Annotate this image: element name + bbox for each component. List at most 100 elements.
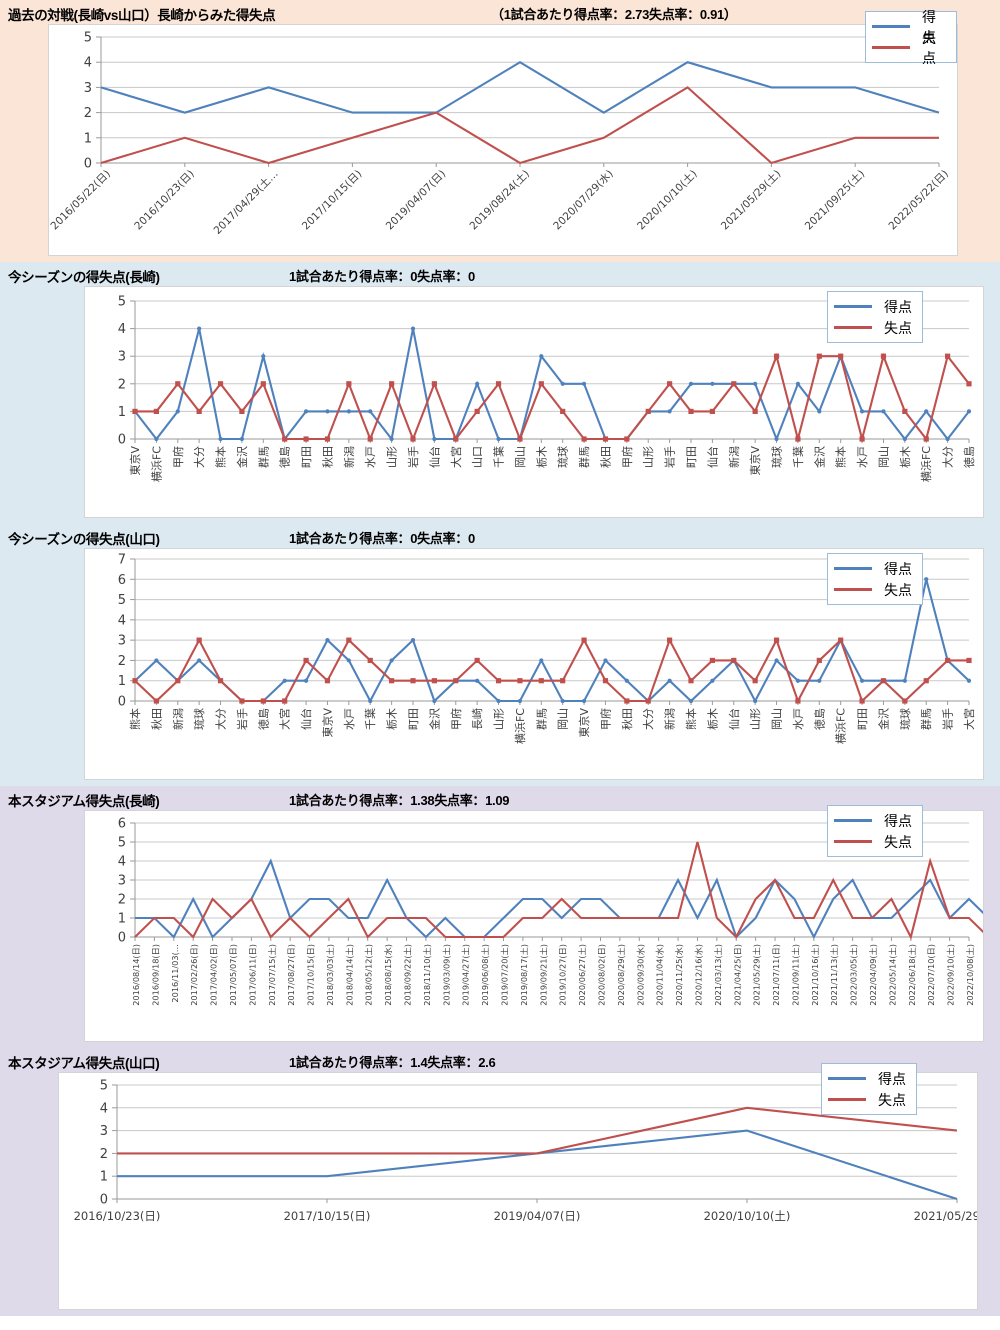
svg-text:横浜FC: 横浜FC <box>149 446 163 482</box>
svg-text:山形: 山形 <box>493 708 506 730</box>
legend-line-icon-shitten <box>834 840 872 843</box>
svg-text:2021/05/29(土): 2021/05/29(土) <box>718 167 783 232</box>
svg-text:千葉: 千葉 <box>791 446 805 468</box>
svg-text:2021/07/11(日): 2021/07/11(日) <box>771 944 781 1006</box>
svg-text:2018/08/15(水): 2018/08/15(水) <box>383 944 393 1006</box>
svg-text:2020/06/27(土): 2020/06/27(土) <box>577 944 587 1006</box>
svg-text:4: 4 <box>118 322 126 337</box>
svg-text:群馬: 群馬 <box>577 446 591 468</box>
svg-text:2022/09/10(土): 2022/09/10(土) <box>946 944 956 1006</box>
svg-text:2018/09/22(土): 2018/09/22(土) <box>403 944 413 1006</box>
svg-text:4: 4 <box>118 613 126 628</box>
panel-rate-summary: 1試合あたり得点率：1.38失点率：1.09 <box>289 793 510 808</box>
svg-text:3: 3 <box>100 1124 108 1139</box>
svg-text:岡山: 岡山 <box>557 708 570 730</box>
svg-text:2021/09/11(土): 2021/09/11(土) <box>790 944 800 1006</box>
svg-text:山形: 山形 <box>749 708 762 730</box>
svg-text:2016/10/23(日): 2016/10/23(日) <box>132 168 197 233</box>
svg-text:町田: 町田 <box>856 708 869 730</box>
svg-text:2020/12/16(水): 2020/12/16(水) <box>693 944 703 1006</box>
panel-stadium-nagasaki: 本スタジアム得失点(長崎) 1試合あたり得点率：1.38失点率：1.09 0 1 2… <box>0 786 1000 1048</box>
legend-label-shitten: 失点 <box>884 582 912 599</box>
svg-text:2019/09/21(土): 2019/09/21(土) <box>538 944 548 1006</box>
svg-text:仙台: 仙台 <box>705 446 719 468</box>
svg-text:2022/03/05(土): 2022/03/05(土) <box>849 944 859 1006</box>
svg-text:水戸: 水戸 <box>364 446 377 468</box>
panel-rate-summary: 1試合あたり得点率：0失点率：0 <box>289 269 475 284</box>
svg-text:岩手: 岩手 <box>406 446 420 468</box>
svg-text:琉球: 琉球 <box>770 446 784 468</box>
svg-text:2017/10/15(日): 2017/10/15(日) <box>306 944 316 1006</box>
panel-rate-summary: 1試合あたり得点率：0失点率：0 <box>289 531 475 546</box>
svg-text:2: 2 <box>118 893 126 908</box>
panel-title: 過去の対戦(長崎vs山口）長崎からみた得失点 <box>8 8 276 23</box>
svg-text:秋田: 秋田 <box>620 708 634 730</box>
svg-text:千葉: 千葉 <box>492 446 506 468</box>
svg-text:2017/04/02(日): 2017/04/02(日) <box>209 944 219 1006</box>
svg-text:水戸: 水戸 <box>856 446 869 468</box>
svg-text:2016/11/03(…: 2016/11/03(… <box>170 944 180 1003</box>
svg-text:2021/05/29(土): 2021/05/29(土) <box>914 1209 977 1223</box>
svg-text:2019/03/09(土): 2019/03/09(土) <box>441 944 451 1006</box>
svg-text:2020/09/30(水): 2020/09/30(水) <box>635 944 645 1006</box>
svg-text:5: 5 <box>118 593 126 608</box>
svg-text:大宮: 大宮 <box>962 708 976 730</box>
legend-item-tokuten: 得点 <box>828 1068 906 1089</box>
svg-text:1: 1 <box>118 912 126 927</box>
svg-text:2022/07/10(日): 2022/07/10(日) <box>926 944 936 1006</box>
svg-text:2019/04/27(土): 2019/04/27(土) <box>461 944 471 1006</box>
chart-legend-5: 得点 失点 <box>821 1063 917 1115</box>
svg-text:熊本: 熊本 <box>214 446 228 468</box>
panel-rate-summary: （1試合あたり得点率：2.73失点率：0.91） <box>491 7 737 22</box>
panel-title: 本スタジアム得失点(山口) <box>8 1056 160 1071</box>
svg-text:2022/05/14(土): 2022/05/14(土) <box>887 944 897 1006</box>
svg-text:2016/08/14(日): 2016/08/14(日) <box>131 944 141 1006</box>
svg-text:0: 0 <box>118 695 126 710</box>
svg-text:2017/06/11(日): 2017/06/11(日) <box>247 944 257 1006</box>
svg-text:1: 1 <box>100 1170 108 1185</box>
svg-text:町田: 町田 <box>300 446 313 468</box>
svg-text:横浜FC: 横浜FC <box>919 446 933 482</box>
svg-text:0: 0 <box>118 931 126 946</box>
svg-text:金沢: 金沢 <box>812 446 826 468</box>
svg-text:山口: 山口 <box>471 446 484 468</box>
svg-text:5: 5 <box>100 1079 108 1094</box>
svg-text:3: 3 <box>84 81 92 96</box>
svg-text:6: 6 <box>118 573 126 588</box>
svg-text:徳島: 徳島 <box>256 708 270 730</box>
panel-header: 過去の対戦(長崎vs山口）長崎からみた得失点 （1試合あたり得点率：2.73失点… <box>6 4 994 24</box>
svg-text:3: 3 <box>118 874 126 889</box>
svg-text:岩手: 岩手 <box>663 446 677 468</box>
svg-text:2016/10/23(日): 2016/10/23(日) <box>74 1209 161 1223</box>
svg-text:4: 4 <box>118 855 126 870</box>
legend-line-icon-shitten <box>834 588 872 591</box>
svg-text:岩手: 岩手 <box>941 708 955 730</box>
svg-text:2022/10/08(土): 2022/10/08(土) <box>965 944 975 1006</box>
svg-text:0: 0 <box>100 1193 108 1208</box>
svg-text:岡山: 岡山 <box>771 708 784 730</box>
svg-text:群馬: 群馬 <box>534 708 548 730</box>
svg-text:町田: 町田 <box>685 446 698 468</box>
panel-title: 今シーズンの得失点(長崎) <box>8 270 160 285</box>
legend-line-icon-tokuten <box>834 567 872 570</box>
svg-text:2017/10/15(日): 2017/10/15(日) <box>284 1209 371 1223</box>
svg-text:東京V: 東京V <box>128 446 142 476</box>
svg-text:琉球: 琉球 <box>898 708 912 730</box>
svg-text:東京V: 東京V <box>320 708 334 738</box>
svg-text:山形: 山形 <box>386 446 399 468</box>
line-chart-5: 0 1 2 3 4 5 2016/10/23(日) 2017/10/15(日) 2019/04/… <box>74 1079 977 1224</box>
svg-text:2: 2 <box>118 377 126 392</box>
svg-text:千葉: 千葉 <box>363 708 377 730</box>
svg-text:2017/10/15(日): 2017/10/15(日) <box>300 168 365 233</box>
svg-text:大宮: 大宮 <box>449 446 463 468</box>
svg-text:1: 1 <box>118 405 126 420</box>
svg-text:新潟: 新潟 <box>342 446 356 468</box>
svg-text:徳島: 徳島 <box>962 446 976 468</box>
legend-label-shitten: 失点 <box>884 834 912 851</box>
svg-text:3: 3 <box>118 634 126 649</box>
svg-text:東京V: 東京V <box>748 446 762 476</box>
svg-text:2019/08/24(土): 2019/08/24(土) <box>467 167 532 232</box>
svg-text:熊本: 熊本 <box>834 446 848 468</box>
svg-text:甲府: 甲府 <box>598 708 612 730</box>
